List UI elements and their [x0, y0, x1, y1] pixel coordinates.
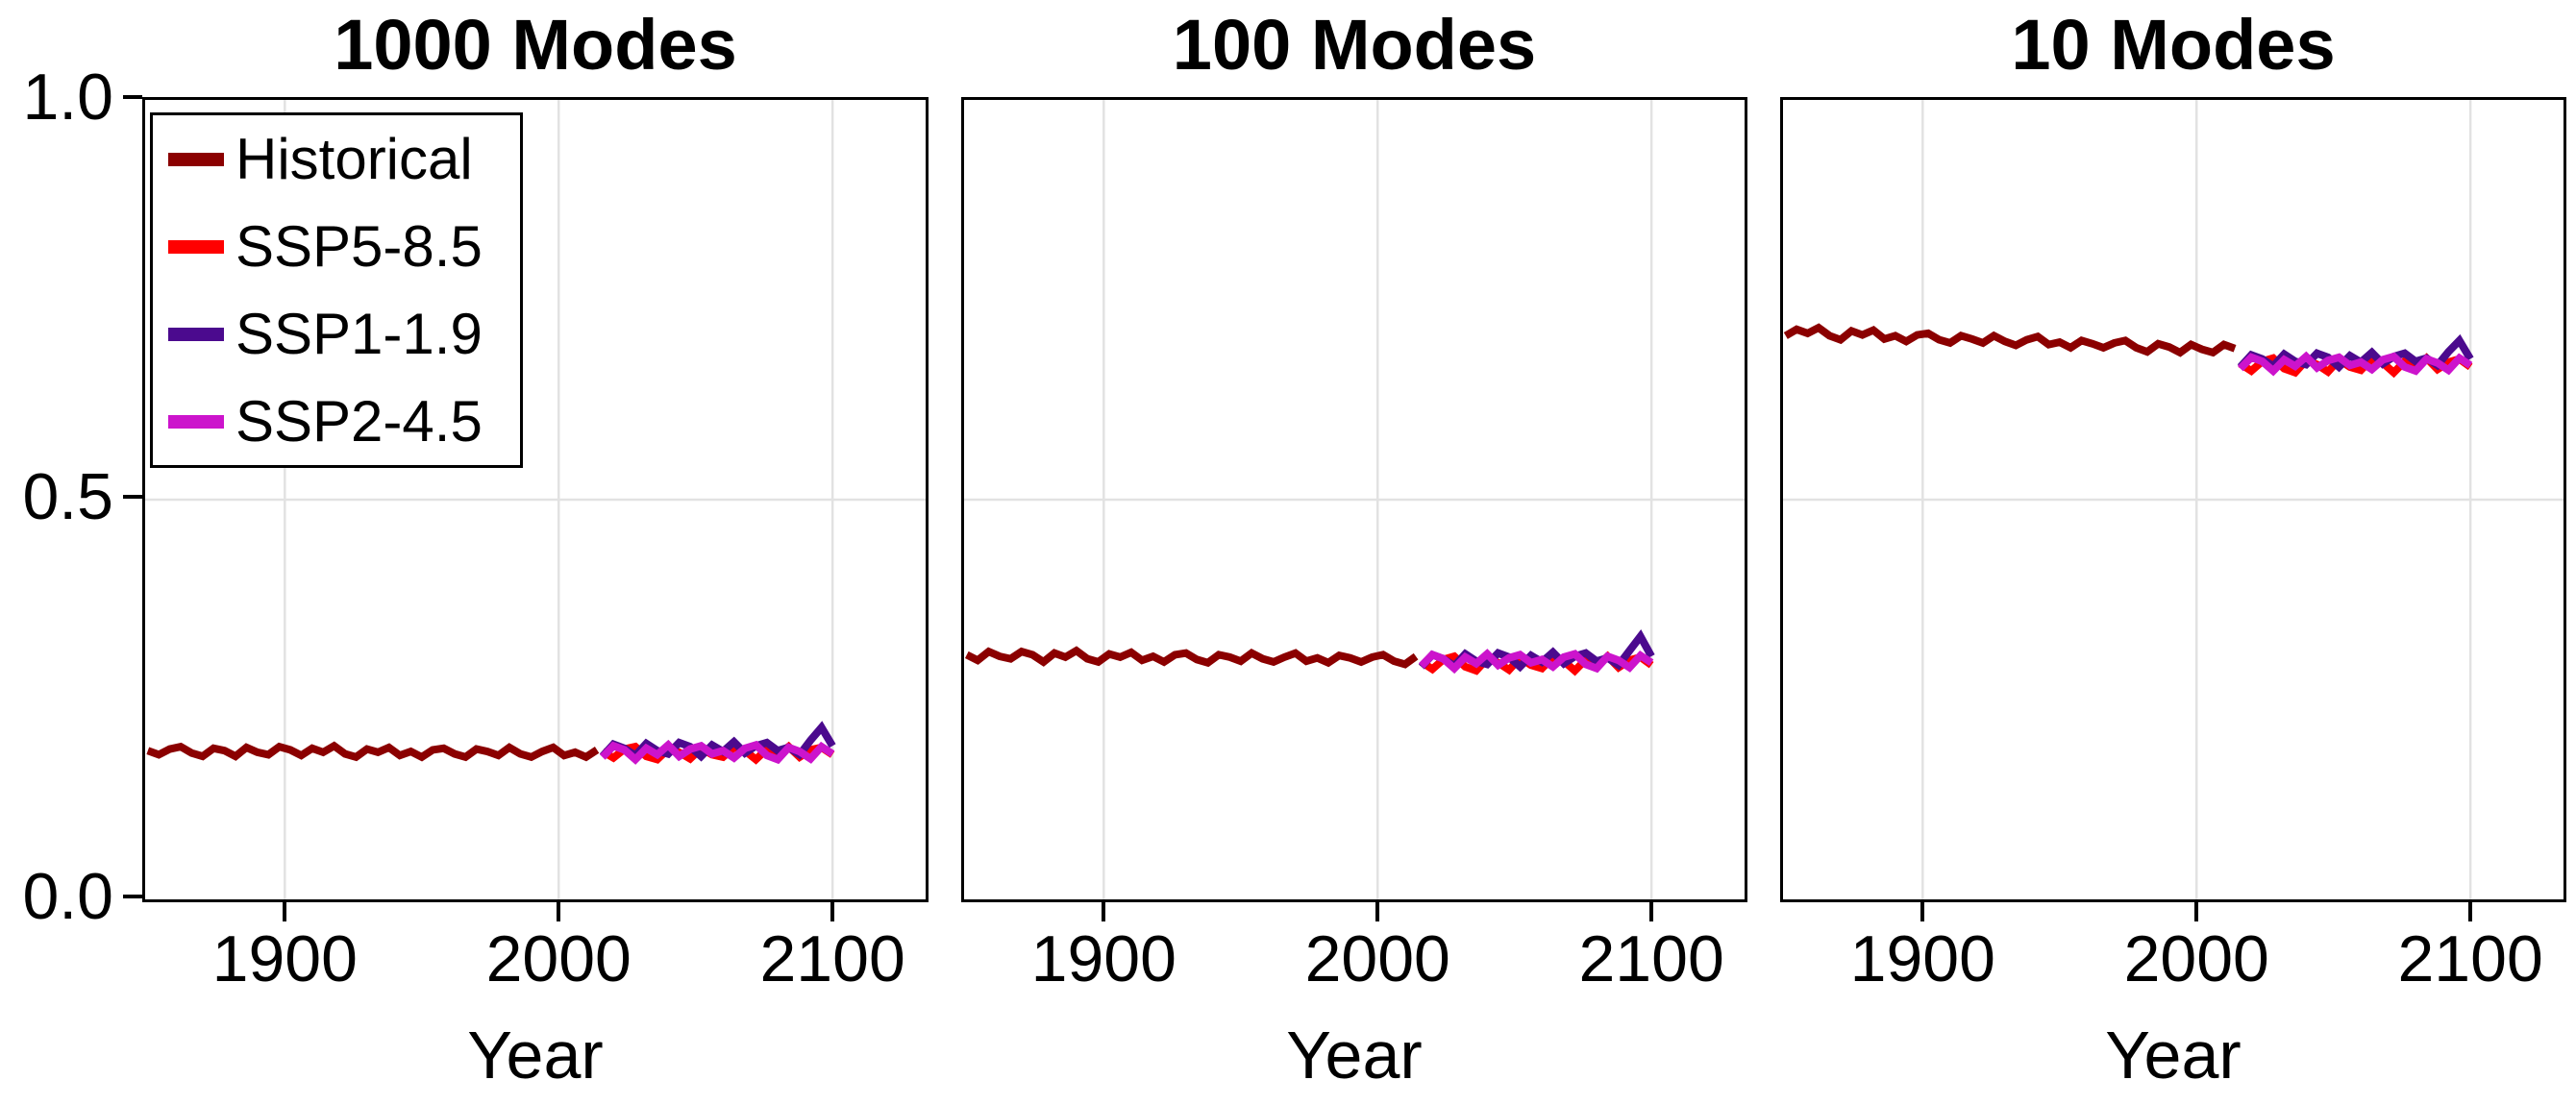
- x-axis-label-year: Year: [2105, 1018, 2242, 1093]
- chart-canvas: [1783, 100, 2564, 899]
- legend-label: Historical: [235, 126, 473, 191]
- panel-title-10-modes: 10 Modes: [2011, 5, 2336, 85]
- x-tick-mark: [830, 902, 835, 921]
- x-tick-label: 2100: [759, 922, 905, 995]
- x-tick-mark: [1375, 902, 1380, 921]
- legend-swatch-ssp1-1-9: [168, 327, 224, 341]
- panel-title-100-modes: 100 Modes: [1172, 5, 1537, 85]
- panel-100-modes: 1900 2000 2100: [961, 97, 1747, 994]
- y-tick-mark: [123, 895, 142, 898]
- x-tick-mark: [2468, 902, 2473, 921]
- x-tick-mark: [283, 902, 287, 921]
- legend-label: SSP2-4.5: [235, 388, 483, 454]
- x-tick-mark: [1649, 902, 1654, 921]
- x-tick-label: 2000: [485, 922, 632, 995]
- x-axis-label-year: Year: [1286, 1018, 1423, 1093]
- y-tick-mark: [123, 95, 142, 99]
- y-tick-label: 0.5: [22, 460, 113, 533]
- legend-swatch-historical: [168, 152, 224, 166]
- x-tick-mark: [2194, 902, 2199, 921]
- panel-10-modes: 1900 2000 2100: [1780, 97, 2566, 994]
- legend-item-ssp5-8-5: SSP5-8.5: [153, 203, 520, 290]
- x-tick-label: 2000: [1304, 922, 1450, 995]
- legend: Historical SSP5-8.5 SSP1-1.9 SSP2-4.5: [150, 112, 523, 468]
- legend-item-ssp2-4-5: SSP2-4.5: [153, 378, 520, 465]
- y-tick-mark: [123, 495, 142, 499]
- y-tick-label: 1.0: [22, 61, 113, 134]
- x-tick-mark: [1102, 902, 1106, 921]
- x-tick-label: 1900: [1849, 922, 1995, 995]
- x-tick-label: 2000: [2123, 922, 2269, 995]
- legend-label: SSP5-8.5: [235, 213, 483, 279]
- legend-swatch-ssp5-8-5: [168, 239, 224, 254]
- x-tick-mark: [1920, 902, 1925, 921]
- legend-swatch-ssp2-4-5: [168, 414, 224, 429]
- legend-item-historical: Historical: [153, 115, 520, 203]
- x-tick-mark: [557, 902, 561, 921]
- legend-item-ssp1-1-9: SSP1-1.9: [153, 290, 520, 378]
- x-tick-label: 2100: [1578, 922, 1724, 995]
- chart-canvas: [964, 100, 1745, 899]
- y-tick-label: 0.0: [22, 860, 113, 933]
- x-axis-label-year: Year: [467, 1018, 604, 1093]
- legend-label: SSP1-1.9: [235, 301, 483, 366]
- x-tick-label: 1900: [1030, 922, 1177, 995]
- x-tick-label: 2100: [2397, 922, 2543, 995]
- x-tick-label: 1900: [211, 922, 358, 995]
- panel-title-1000-modes: 1000 Modes: [334, 5, 737, 85]
